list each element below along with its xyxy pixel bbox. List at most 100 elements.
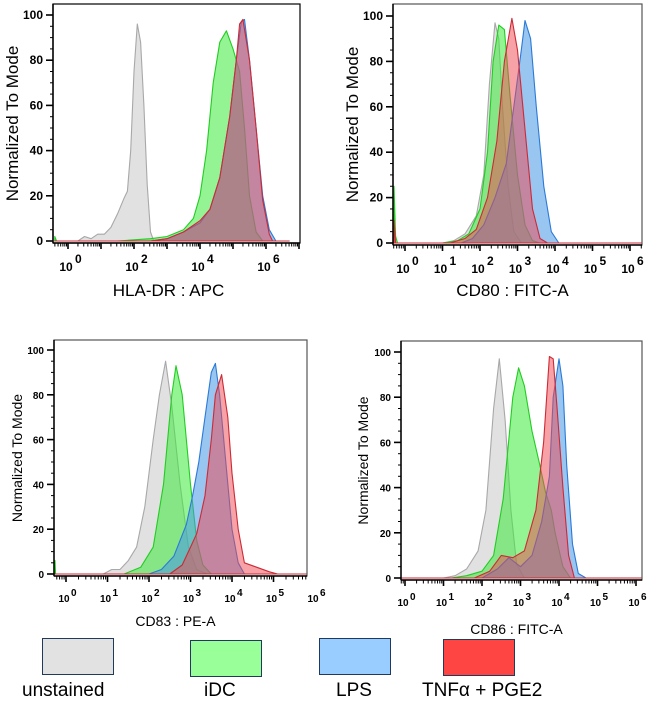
x-tick-exponent: 4: [564, 592, 570, 603]
y-tick-label: 100: [23, 8, 43, 22]
x-tick-label: 10: [191, 260, 205, 274]
y-axis-label: Normalized To Mode: [355, 396, 371, 524]
x-tick-exponent: 3: [526, 592, 532, 603]
y-tick-label: 40: [370, 145, 384, 159]
x-tick-exponent: 0: [71, 588, 77, 599]
x-tick-label: 10: [584, 262, 598, 276]
legend: unstained iDC LPS TNFα + PGE2: [0, 636, 648, 710]
y-tick-label: 40: [380, 484, 392, 495]
x-tick-exponent: 0: [410, 592, 416, 603]
x-tick-exponent: 4: [237, 588, 243, 599]
y-tick-label: 80: [370, 54, 384, 68]
y-tick-label: 0: [38, 570, 44, 581]
x-tick-label: 10: [307, 594, 319, 605]
y-tick-label: 60: [370, 100, 384, 114]
y-tick-label: 40: [30, 144, 44, 158]
x-tick-exponent: 6: [641, 592, 647, 603]
y-tick-label: 80: [33, 391, 45, 402]
x-tick-exponent: 6: [637, 254, 644, 268]
legend-swatch-idc: [190, 640, 262, 677]
y-axis-label: Normalized To Mode: [3, 46, 22, 202]
legend-swatch-lps: [319, 638, 391, 675]
y-tick-label: 0: [36, 234, 43, 248]
x-axis-label: HLA-DR : APC: [113, 281, 224, 300]
y-axis-label: Normalized To Mode: [343, 47, 362, 203]
x-tick-label: 10: [59, 260, 73, 274]
x-tick-label: 10: [397, 598, 409, 609]
x-tick-label: 10: [509, 262, 523, 276]
x-tick-label: 10: [628, 598, 640, 609]
x-tick-exponent: 6: [273, 252, 280, 266]
x-tick-label: 10: [183, 594, 195, 605]
y-tick-label: 80: [380, 393, 392, 404]
series-group: [54, 360, 307, 575]
series-group: [393, 17, 642, 244]
y-axis-label: Normalized To Mode: [9, 394, 25, 522]
x-tick-exponent: 5: [279, 588, 285, 599]
x-tick-label: 10: [396, 262, 410, 276]
x-tick-exponent: 5: [600, 254, 607, 268]
x-tick-exponent: 1: [449, 592, 455, 603]
x-tick-label: 10: [434, 262, 448, 276]
x-tick-exponent: 2: [154, 588, 160, 599]
y-tick-label: 0: [376, 236, 383, 250]
x-tick-exponent: 0: [75, 252, 82, 266]
x-tick-exponent: 2: [487, 254, 494, 268]
histogram-tnf-pge2: [393, 17, 642, 244]
x-tick-exponent: 3: [525, 254, 532, 268]
x-tick-label: 10: [471, 262, 485, 276]
x-tick-label: 10: [224, 594, 236, 605]
histogram-unstained: [54, 23, 290, 242]
x-tick-exponent: 1: [113, 588, 119, 599]
x-tick-exponent: 5: [603, 592, 609, 603]
x-tick-label: 10: [621, 262, 635, 276]
x-tick-label: 10: [266, 594, 278, 605]
y-tick-label: 20: [380, 529, 392, 540]
legend-swatch-tnfa-pge2: [443, 639, 515, 676]
y-tick-label: 60: [33, 436, 45, 447]
x-tick-label: 10: [100, 594, 112, 605]
x-tick-label: 10: [141, 594, 153, 605]
legend-label-tnfa-pge2: TNFα + PGE2: [422, 680, 543, 701]
x-tick-label: 10: [436, 598, 448, 609]
y-tick-label: 100: [363, 9, 383, 23]
x-tick-label: 10: [58, 594, 70, 605]
series-group: [54, 18, 290, 242]
x-axis-label: CD86 : FITC-A: [470, 621, 563, 636]
x-axis-label: CD83 : PE-A: [135, 613, 216, 629]
x-axis-label: CD80 : FITC-A: [456, 281, 569, 300]
x-tick-label: 10: [125, 260, 139, 274]
legend-label-lps: LPS: [336, 680, 372, 701]
y-tick-label: 20: [33, 525, 45, 536]
x-tick-exponent: 4: [562, 254, 569, 268]
x-tick-exponent: 6: [320, 588, 326, 599]
x-tick-exponent: 3: [196, 588, 202, 599]
x-tick-exponent: 0: [412, 254, 419, 268]
y-tick-label: 40: [33, 480, 45, 491]
x-tick-label: 10: [474, 598, 486, 609]
x-tick-label: 10: [590, 598, 602, 609]
x-tick-exponent: 4: [207, 252, 214, 266]
y-tick-label: 80: [30, 53, 44, 67]
x-tick-label: 10: [513, 598, 525, 609]
y-tick-label: 0: [385, 574, 391, 585]
legend-label-idc: iDC: [204, 680, 236, 701]
y-tick-label: 100: [27, 346, 44, 357]
histogram-tnf-pge2: [401, 355, 642, 579]
legend-swatch-unstained: [42, 638, 114, 675]
histogram-tnf-pge2: [54, 18, 290, 242]
y-tick-label: 60: [30, 98, 44, 112]
x-tick-label: 10: [546, 262, 560, 276]
legend-label-unstained: unstained: [22, 680, 105, 701]
x-tick-label: 10: [551, 598, 563, 609]
y-tick-label: 60: [380, 438, 392, 449]
x-tick-label: 10: [257, 260, 271, 274]
x-tick-exponent: 1: [450, 254, 457, 268]
y-tick-label: 20: [30, 189, 44, 203]
histogram-tnf-pge2: [54, 374, 307, 575]
